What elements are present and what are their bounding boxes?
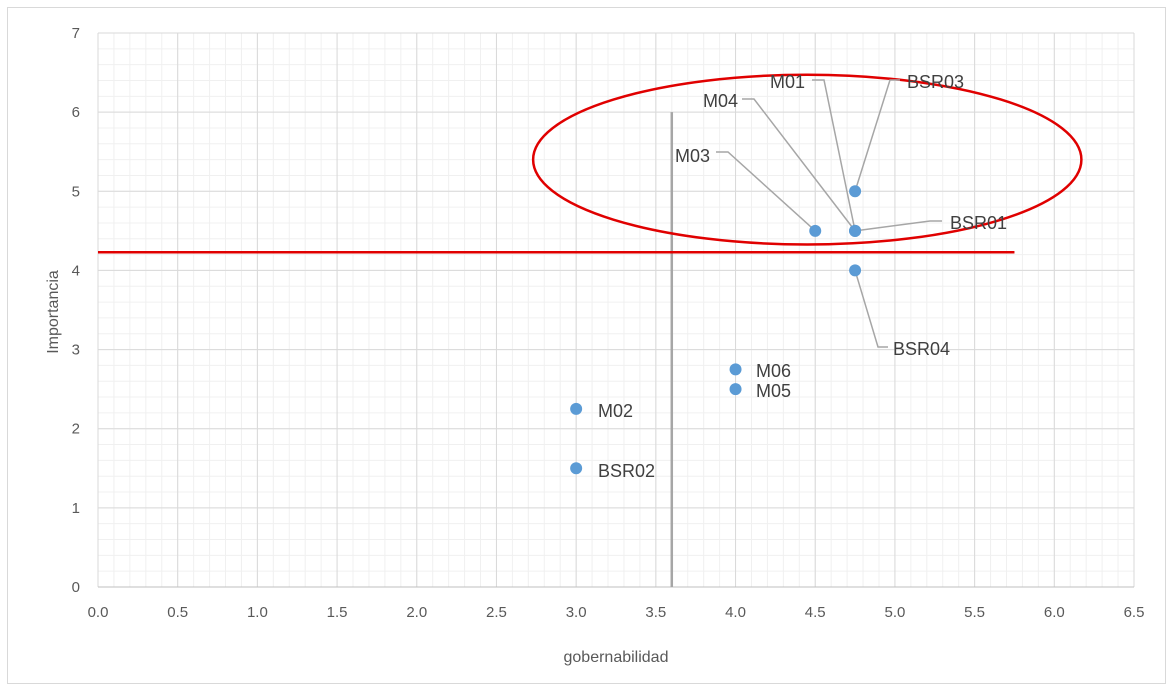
x-tick-label: 0.5 [167,604,188,621]
x-tick-label: 3.0 [566,604,587,621]
y-tick-label: 3 [72,342,80,359]
y-tick-label: 7 [72,25,80,42]
leader-line [854,79,900,192]
y-tick-label: 4 [72,262,80,279]
data-label: M04 [703,91,738,111]
y-tick-label: 1 [72,500,80,517]
x-tick-label: 2.5 [486,604,507,621]
x-tick-label: 1.0 [247,604,268,621]
data-label: BSR04 [893,339,950,359]
x-axis-tick-labels: 0.0 0.5 1.0 1.5 2.0 2.5 3.0 3.5 4.0 4.5 5.0 5.5 6.0 6… [88,604,1145,621]
y-axis-title: Importancia [45,270,62,354]
data-point [849,264,862,277]
data-label: M03 [675,146,710,166]
x-tick-label: 4.0 [725,604,746,621]
y-tick-label: 0 [72,579,80,596]
data-label: BSR02 [598,461,655,481]
data-point [809,224,822,237]
data-label: M02 [598,401,633,421]
highlight-ellipse [531,73,1083,246]
x-tick-label: 5.0 [884,604,905,621]
data-point [570,462,583,475]
data-label: BSR03 [907,72,964,92]
leader-line [854,220,942,232]
y-tick-label: 5 [72,183,80,200]
leader-line [854,270,888,348]
data-point [729,383,742,396]
x-tick-label: 1.5 [327,604,348,621]
major-gridlines [97,32,1135,588]
x-tick-label: 6.5 [1124,604,1145,621]
y-tick-label: 6 [72,104,80,121]
data-points [570,185,862,475]
data-point [570,402,583,415]
x-tick-label: 6.0 [1044,604,1065,621]
minor-gridlines [97,32,1135,588]
x-tick-label: 0.0 [88,604,109,621]
data-label: BSR01 [950,213,1007,233]
x-tick-label: 4.5 [805,604,826,621]
data-point [849,224,862,237]
x-axis-title: gobernabilidad [564,649,669,666]
x-tick-label: 5.5 [964,604,985,621]
x-tick-label: 2.0 [406,604,427,621]
data-point [729,363,742,376]
leader-line [742,98,856,232]
data-label: M05 [756,381,791,401]
leader-line [812,79,856,232]
y-axis-tick-labels: 0 1 2 3 4 5 6 7 [72,25,80,596]
y-tick-label: 2 [72,421,80,438]
data-point [849,185,862,198]
label-leader-lines [716,79,942,348]
data-label: M01 [770,72,805,92]
leader-line [716,151,816,232]
data-label: M06 [756,361,791,381]
x-tick-label: 3.5 [645,604,666,621]
